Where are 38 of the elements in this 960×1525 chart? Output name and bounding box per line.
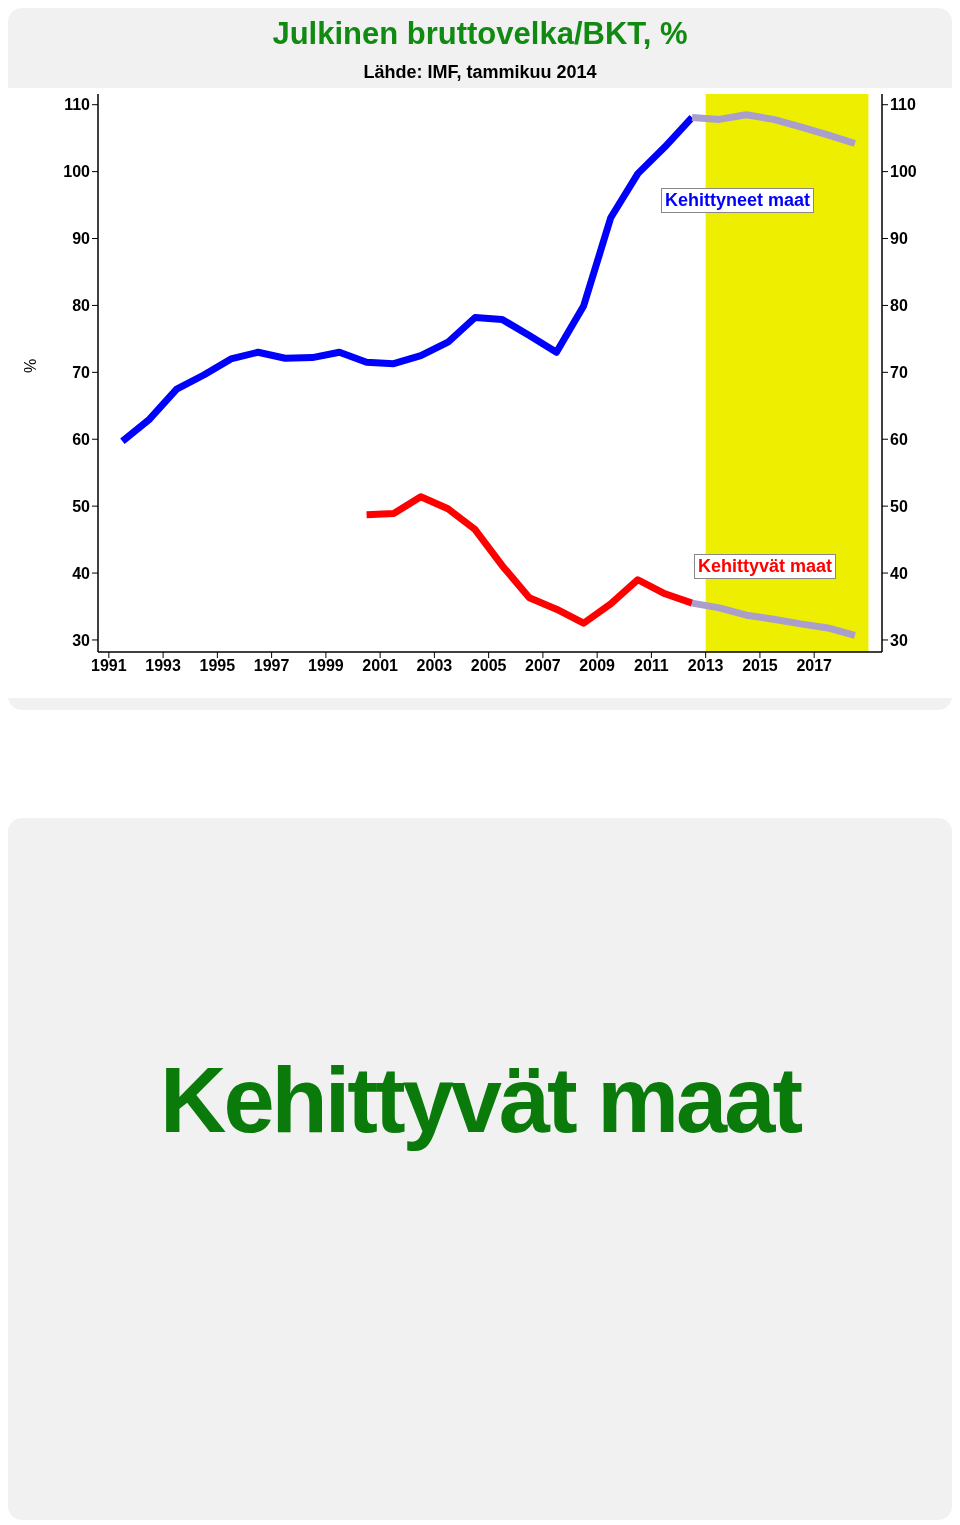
x-tick-label: 2005 [470, 657, 507, 675]
y-tick-label: 30 [72, 631, 91, 649]
x-tick-label: 2009 [579, 657, 616, 675]
x-tick-label: 1991 [91, 657, 127, 675]
y-tick-label: 40 [72, 564, 91, 582]
y2-tick-label: 90 [890, 230, 908, 248]
x-tick-label: 2003 [416, 657, 453, 675]
y-axis-title: % [21, 358, 39, 373]
x-tick-label: 2017 [796, 657, 833, 675]
y2-tick-label: 40 [890, 564, 908, 582]
y2-tick-label: 80 [890, 297, 908, 315]
y2-tick-label: 50 [890, 497, 908, 515]
y-tick-label: 70 [72, 364, 91, 382]
y2-tick-label: 30 [890, 631, 908, 649]
x-tick-label: 1999 [308, 657, 344, 675]
y-tick-label: 50 [72, 497, 91, 515]
y-tick-label: 90 [72, 230, 91, 248]
chart-subtitle: Lähde: IMF, tammikuu 2014 [363, 62, 597, 82]
x-tick-label: 2001 [362, 657, 399, 675]
chart-title: Julkinen bruttovelka/BKT, % [272, 16, 688, 51]
y2-tick-label: 100 [890, 163, 917, 181]
x-tick-label: 2011 [634, 657, 669, 675]
y-tick-label: 60 [72, 430, 91, 448]
y2-tick-label: 70 [890, 364, 908, 382]
y2-tick-label: 110 [890, 96, 916, 114]
x-tick-label: 1995 [199, 657, 236, 675]
y-tick-label: 100 [63, 163, 91, 181]
x-tick-label: 1997 [253, 657, 290, 675]
y2-tick-label: 60 [890, 430, 908, 448]
x-tick-label: 2007 [525, 657, 561, 675]
y-tick-label: 110 [64, 96, 91, 114]
x-tick-label: 2013 [687, 657, 724, 675]
x-tick-label: 2015 [742, 657, 778, 675]
series-label: Kehittyneet maat [665, 190, 811, 210]
text: Kehittyvät maat [159, 1049, 801, 1151]
x-tick-label: 1993 [145, 657, 182, 675]
y-tick-label: 80 [72, 297, 91, 315]
series-label: Kehittyvät maat [698, 556, 833, 576]
